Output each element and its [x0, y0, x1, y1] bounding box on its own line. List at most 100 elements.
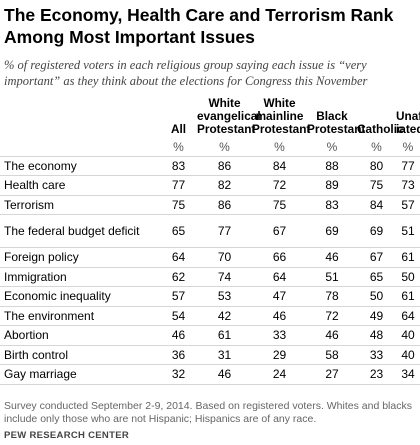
value-cell: 67	[252, 214, 307, 248]
value-cell: 64	[160, 247, 197, 268]
value-cell: 65	[160, 214, 197, 248]
header-row: All White evangelical Protestant White m…	[0, 97, 420, 139]
value-cell: 72	[252, 175, 307, 196]
unit-cell: %	[160, 139, 197, 157]
row-label: The economy	[0, 156, 160, 176]
value-cell: 77	[197, 214, 252, 248]
value-cell: 33	[252, 325, 307, 346]
value-cell: 57	[160, 286, 197, 307]
table-row: The economy 83 86 84 88 80 77	[0, 156, 420, 176]
value-cell: 80	[357, 156, 396, 176]
percent-unit-row: % % % % % %	[0, 139, 420, 157]
value-cell: 74	[197, 267, 252, 287]
value-cell: 24	[252, 364, 307, 385]
row-label: Economic inequality	[0, 286, 160, 307]
value-cell: 88	[307, 156, 357, 176]
table-row: Health care 77 82 72 89 75 73	[0, 175, 420, 196]
row-label: Health care	[0, 175, 160, 196]
row-label: The federal budget deficit	[0, 214, 160, 248]
chart-title: The Economy, Health Care and Terrorism R…	[4, 5, 394, 47]
value-cell: 75	[357, 175, 396, 196]
value-cell: 77	[396, 156, 420, 176]
value-cell: 64	[252, 267, 307, 287]
value-cell: 58	[307, 345, 357, 365]
value-cell: 64	[396, 306, 420, 326]
table-row: Abortion 46 61 33 46 48 40	[0, 325, 420, 346]
row-label: Abortion	[0, 325, 160, 346]
table-row: Gay marriage 32 46 24 27 23 34	[0, 364, 420, 385]
value-cell: 72	[307, 306, 357, 326]
table-row: The environment 54 42 46 72 49 64	[0, 306, 420, 326]
value-cell: 66	[252, 247, 307, 268]
value-cell: 42	[197, 306, 252, 326]
source-credit: PEW RESEARCH CENTER	[4, 430, 129, 441]
value-cell: 31	[197, 345, 252, 365]
value-cell: 78	[307, 286, 357, 307]
unit-row-label	[0, 139, 160, 157]
value-cell: 46	[160, 325, 197, 346]
table-row: Foreign policy 64 70 66 46 67 61	[0, 247, 420, 268]
value-cell: 51	[396, 214, 420, 248]
value-cell: 89	[307, 175, 357, 196]
value-cell: 46	[197, 364, 252, 385]
value-cell: 46	[252, 306, 307, 326]
value-cell: 61	[396, 247, 420, 268]
column-header-unaffiliated: Unaffil-iated	[396, 109, 420, 136]
row-label: Foreign policy	[0, 247, 160, 268]
value-cell: 73	[396, 175, 420, 196]
column-header-catholic: Catholic	[357, 122, 404, 136]
value-cell: 84	[252, 156, 307, 176]
value-cell: 34	[396, 364, 420, 385]
value-cell: 27	[307, 364, 357, 385]
column-header-all: All	[170, 122, 187, 136]
value-cell: 65	[357, 267, 396, 287]
value-cell: 32	[160, 364, 197, 385]
table-row: Terrorism 75 86 75 83 84 57	[0, 195, 420, 215]
value-cell: 49	[357, 306, 396, 326]
unit-cell: %	[357, 139, 396, 157]
value-cell: 83	[307, 195, 357, 215]
value-cell: 40	[396, 345, 420, 365]
value-cell: 51	[307, 267, 357, 287]
table-row: Birth control 36 31 29 58 33 40	[0, 345, 420, 365]
row-label: Immigration	[0, 267, 160, 287]
row-label: Gay marriage	[0, 364, 160, 385]
value-cell: 61	[197, 325, 252, 346]
value-cell: 75	[160, 195, 197, 215]
value-cell: 23	[357, 364, 396, 385]
value-cell: 62	[160, 267, 197, 287]
column-header-white-evangelical: White evangelical Protestant	[197, 96, 261, 136]
row-label: Birth control	[0, 345, 160, 365]
table-row: Economic inequality 57 53 47 78 50 61	[0, 286, 420, 307]
value-cell: 83	[160, 156, 197, 176]
unit-cell: %	[252, 139, 307, 157]
value-cell: 77	[160, 175, 197, 196]
value-cell: 86	[197, 195, 252, 215]
value-cell: 82	[197, 175, 252, 196]
value-cell: 46	[307, 247, 357, 268]
value-cell: 84	[357, 195, 396, 215]
value-cell: 70	[197, 247, 252, 268]
value-cell: 69	[307, 214, 357, 248]
column-header-white-mainline: White mainline Protestant	[252, 96, 311, 136]
value-cell: 50	[357, 286, 396, 307]
row-label: Terrorism	[0, 195, 160, 215]
value-cell: 46	[307, 325, 357, 346]
table-row: The federal budget deficit 65 77 67 69 69 51	[0, 214, 420, 248]
value-cell: 75	[252, 195, 307, 215]
chart-subtitle: % of registered voters in each religious…	[4, 58, 368, 88]
unit-cell: %	[307, 139, 357, 157]
value-cell: 67	[357, 247, 396, 268]
value-cell: 69	[357, 214, 396, 248]
column-header-black-protestant: Black Protestant	[307, 109, 366, 136]
row-label-header	[0, 97, 160, 139]
value-cell: 48	[357, 325, 396, 346]
value-cell: 47	[252, 286, 307, 307]
value-cell: 33	[357, 345, 396, 365]
value-cell: 57	[396, 195, 420, 215]
value-cell: 29	[252, 345, 307, 365]
value-cell: 61	[396, 286, 420, 307]
row-label: The environment	[0, 306, 160, 326]
table-row: Immigration 62 74 64 51 65 50	[0, 267, 420, 287]
value-cell: 40	[396, 325, 420, 346]
